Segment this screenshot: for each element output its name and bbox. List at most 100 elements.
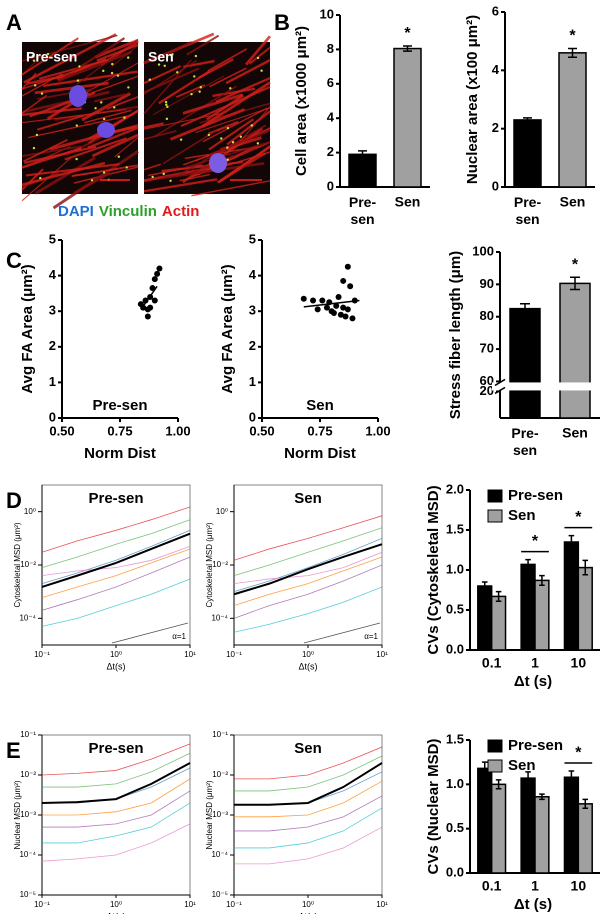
actin-fiber [64,137,127,161]
point [147,304,154,311]
error-bar [582,559,589,576]
y-tick-label: 2 [249,338,256,353]
y-axis-label: Avg FA Area (μm²) [19,264,36,393]
y-tick-label: 10⁻⁴ [211,850,228,859]
actin-fiber [21,147,82,169]
focal-adhesion [239,135,243,138]
error-bar [570,276,580,291]
focal-adhesion [75,157,78,161]
mean-line [41,762,191,804]
x-axis-label: Norm Dist [284,445,356,462]
trajectory-line [41,578,191,627]
actin-fiber [37,114,85,131]
error-bar [568,770,575,785]
y-tick-label: 4 [249,267,257,282]
significance: * [572,256,579,273]
axis-break-mark [494,378,506,395]
y-tick-label: 2 [327,144,334,159]
point [333,302,340,309]
panel-label: E [6,738,21,763]
trajectory-line [233,586,383,633]
y-tick-label: 0 [249,409,256,424]
y-tick-label: 80 [480,308,494,323]
actin-fiber [21,161,106,186]
y-tick-label: 20 [480,383,494,398]
actin-fiber [143,122,164,129]
error-bar [523,117,532,123]
y-tick-label: 0.5 [446,601,464,616]
focal-adhesion [164,100,168,104]
point [342,313,349,320]
y-tick-label: 8 [327,41,334,56]
x-tick-label: 10 [571,655,587,671]
actin-fiber [191,180,271,197]
focal-adhesion [78,65,81,68]
focal-adhesion [199,86,202,89]
actin-fiber [239,106,271,142]
y-tick-label: 70 [480,341,494,356]
micrographs [21,32,272,210]
focal-adhesion [113,106,116,109]
annotation: Sen [306,397,334,414]
actin-fiber [186,34,220,56]
actin-fiber [21,145,82,158]
trajectory-line [233,556,383,606]
focal-adhesion [162,172,165,176]
focal-adhesion [250,124,253,127]
focal-adhesion [169,179,172,183]
bar [513,119,542,188]
error-bar [495,590,502,602]
x-axis-label: Norm Dist [84,445,156,462]
actin-fiber [88,110,139,140]
focal-adhesion [157,63,161,66]
trajectory-line [233,537,383,593]
error-bar [539,574,545,586]
trajectory-line [41,545,191,577]
actin-fiber [212,87,256,98]
reference-slope [303,622,381,644]
y-tick-label: 10⁻⁴ [19,850,36,859]
focal-adhesion [110,71,114,75]
actin-fiber [58,50,132,82]
trajectory-line [41,548,191,598]
bar [563,541,580,651]
trajectory-line [41,529,191,585]
x-tick-label: 10⁰ [110,900,122,909]
bar [520,777,536,874]
x-tick-label: Pre-sen [511,425,539,458]
error-bar [568,534,575,550]
image-label: Pre-sen [26,49,77,65]
error-bar [481,761,488,776]
actin-fiber [158,70,210,105]
error-bar [495,779,502,790]
y-tick-label: 0 [492,178,499,193]
bar [393,47,422,188]
point [344,263,351,270]
trajectory-line [41,506,191,553]
y-axis-label: Nuclear MSD (μm²) [205,780,214,849]
actin-fiber [84,109,132,124]
x-tick-label: 10⁻¹ [34,900,50,909]
actin-fiber [21,65,90,90]
x-tick-label: Sen [395,194,421,210]
y-tick-label: 60 [480,373,494,388]
point [151,276,158,283]
y-tick-label: 1 [249,374,256,389]
y-tick-label: 10⁻³ [212,810,228,819]
y-tick-label: 1.0 [446,776,464,791]
actin-fiber [201,81,271,128]
error-bar [539,793,545,801]
actin-fiber [93,93,126,103]
actin-fiber [111,45,139,67]
legend-swatch [487,759,503,773]
focal-adhesion [35,133,39,137]
stain-name: Actin [162,203,200,220]
y-tick-label: 0 [327,178,334,193]
point [340,304,347,311]
actin-fiber [72,168,119,177]
bar [509,307,541,419]
actin-fiber [57,37,126,83]
actin-fiber [21,94,48,115]
y-tick-label: 2 [49,338,56,353]
actin-fiber [161,160,244,173]
